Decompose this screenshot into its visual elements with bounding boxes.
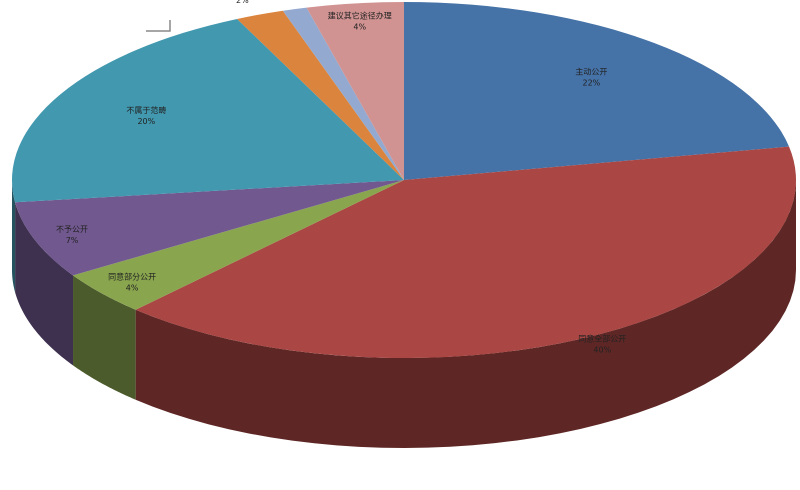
pie-side (135, 180, 796, 448)
slice-value-label: 7% (66, 236, 79, 245)
pie-slice (11, 18, 404, 203)
pie-side (15, 202, 74, 366)
slice-value-label: 22% (583, 79, 601, 88)
pie-slice (404, 2, 790, 180)
slice-label: 同意全部公开 (578, 333, 626, 343)
pie-slice (306, 2, 404, 180)
slice-value-label: 20% (137, 117, 155, 126)
slice-value-label: 2% (236, 0, 249, 5)
pie-side (12, 180, 16, 293)
pie-slice (135, 146, 796, 358)
slice-label: 同意部分公开 (108, 272, 156, 282)
slice-value-label: 4% (353, 23, 366, 32)
corner-mark (146, 20, 171, 32)
slice-value-label: 40% (593, 345, 611, 354)
pie-slice (73, 180, 405, 310)
slice-label: 不予公开 (56, 225, 88, 234)
pie-slice (237, 10, 404, 180)
slice-value-label: 4% (126, 284, 139, 293)
pie-side (73, 275, 136, 400)
pie-slice (282, 7, 404, 181)
slice-label: 主动公开 (575, 67, 607, 77)
slice-label: 不属于范畴 (126, 105, 166, 115)
slice-label: 建议其它途径办理 (328, 11, 392, 21)
pie-slice (15, 180, 405, 276)
